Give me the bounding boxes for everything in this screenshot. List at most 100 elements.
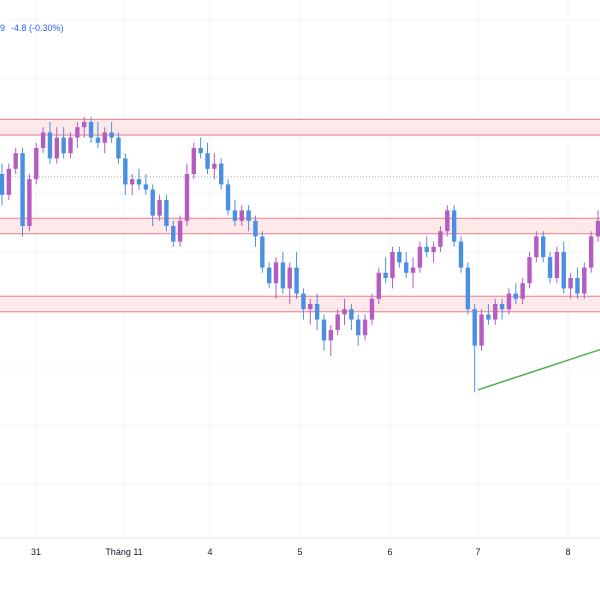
- candle: [314, 293, 320, 330]
- candle-body: [506, 293, 512, 310]
- candle-body: [95, 137, 101, 143]
- candle-body: [20, 153, 25, 226]
- candle-body: [527, 257, 532, 284]
- candle-body: [246, 210, 251, 221]
- candle: [431, 241, 436, 263]
- candle: [95, 122, 101, 148]
- candle-body: [376, 272, 381, 299]
- candle: [198, 137, 203, 159]
- candle-body: [321, 319, 327, 341]
- candle: [246, 205, 251, 232]
- candle: [253, 215, 258, 247]
- candle-body: [253, 220, 258, 237]
- candle: [376, 267, 381, 304]
- candle: [143, 174, 149, 195]
- candle: [308, 298, 313, 325]
- candle: [465, 262, 471, 315]
- candle-body: [68, 137, 73, 154]
- candle-body: [157, 200, 162, 216]
- candle-body: [383, 272, 388, 278]
- candle-body: [554, 252, 560, 278]
- candle: [136, 168, 142, 190]
- zone-1: [0, 119, 600, 135]
- candle: [301, 288, 306, 320]
- trendline-green[interactable]: [477, 229, 600, 391]
- candle: [225, 179, 231, 216]
- candle-body: [588, 236, 594, 268]
- candle: [191, 142, 197, 180]
- candle-body: [520, 283, 525, 299]
- candle-body: [403, 262, 409, 273]
- candle: [232, 200, 238, 226]
- candle: [547, 252, 553, 284]
- candle-body: [328, 330, 334, 341]
- candle-body: [150, 189, 155, 216]
- grid: [0, 0, 600, 538]
- x-axis: 31 Tháng 11 4 5 6 7 8: [0, 537, 600, 557]
- candle: [568, 272, 573, 299]
- candle-body: [301, 293, 306, 310]
- candle: [164, 194, 169, 232]
- candle: [157, 194, 162, 221]
- candle-body: [397, 252, 402, 263]
- candle: [150, 184, 155, 226]
- candle: [40, 127, 46, 154]
- candle-body: [143, 184, 149, 190]
- candle: [451, 205, 457, 247]
- candle: [438, 226, 443, 252]
- zone-2: [0, 218, 600, 234]
- candle: [82, 116, 87, 138]
- candle: [54, 127, 60, 164]
- candle-body: [431, 246, 436, 252]
- candle-body: [575, 278, 580, 294]
- candle-body: [534, 236, 539, 258]
- x-tick-label: 6: [387, 547, 392, 557]
- candle-body: [6, 168, 12, 195]
- candle-body: [0, 174, 5, 195]
- candle: [506, 288, 512, 315]
- candle-body: [294, 267, 299, 294]
- header-change-value: -4.8 (-0.30%): [11, 23, 64, 33]
- candle-body: [47, 132, 53, 159]
- candle-body: [164, 200, 169, 226]
- candle: [61, 127, 66, 159]
- candle-body: [445, 210, 450, 232]
- candle-body: [465, 267, 471, 310]
- candle-body: [102, 132, 107, 143]
- candle-body: [362, 319, 368, 336]
- candle-body: [547, 257, 553, 278]
- zone-3: [0, 296, 600, 312]
- candle: [486, 304, 491, 325]
- candle: [595, 210, 600, 242]
- candle-body: [109, 132, 114, 138]
- candle: [445, 205, 450, 237]
- x-tick-label: 8: [565, 547, 570, 557]
- x-tick-label: 31: [31, 547, 41, 557]
- candle: [280, 252, 286, 294]
- candle-body: [225, 184, 231, 211]
- candle-body: [13, 153, 18, 169]
- candle: [493, 298, 498, 325]
- candle: [20, 148, 25, 237]
- candle-body: [472, 309, 477, 346]
- candle-body: [561, 252, 566, 289]
- candle-body: [540, 236, 546, 258]
- candle-body: [499, 304, 505, 310]
- candle-body: [27, 179, 32, 226]
- candle: [554, 246, 560, 284]
- candle-body: [369, 298, 375, 320]
- resistance-support-zones: [0, 118, 600, 313]
- candle-body: [417, 246, 423, 268]
- candle: [116, 132, 121, 164]
- candle: [472, 304, 477, 393]
- header-price-tail: 9: [0, 23, 5, 33]
- candle: [417, 241, 423, 273]
- candle: [123, 153, 128, 195]
- candle-body: [451, 210, 457, 242]
- candle: [499, 298, 505, 320]
- trendlines[interactable]: [477, 229, 600, 391]
- candle: [219, 158, 224, 190]
- candle: [171, 220, 176, 247]
